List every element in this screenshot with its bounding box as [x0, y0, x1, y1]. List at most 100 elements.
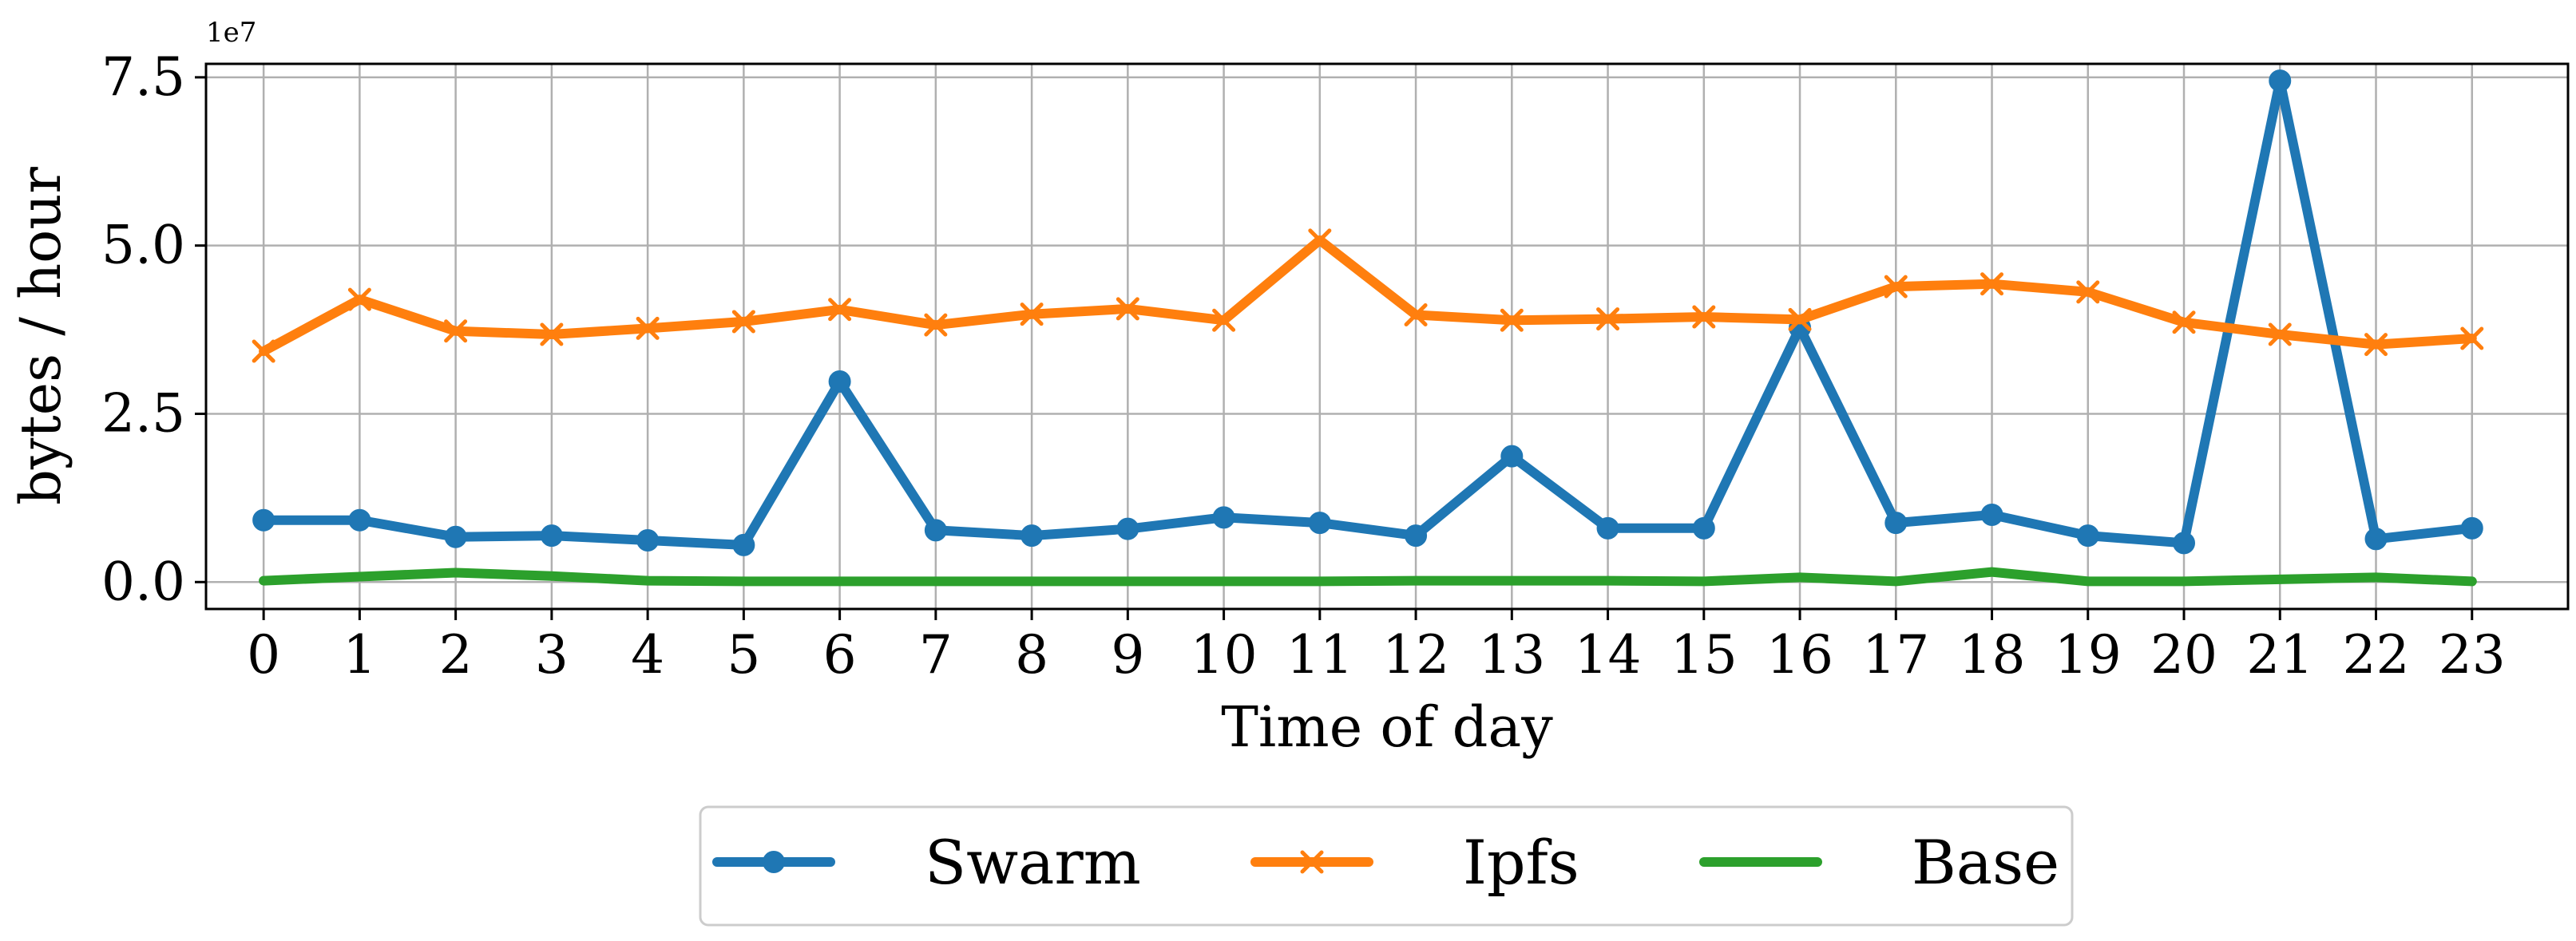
legend-label-ipfs: Ipfs [1463, 827, 1579, 898]
x-tick-label: 0 [247, 624, 280, 686]
x-tick-label: 21 [2246, 624, 2313, 686]
y-tick-label: 5.0 [101, 215, 185, 276]
legend-box [699, 805, 2074, 927]
x-tick-label: 11 [1286, 624, 1353, 686]
data-point-swarm [252, 508, 275, 532]
data-point-swarm [1884, 512, 1908, 535]
series-line-ipfs [259, 235, 2477, 357]
legend-items: Swarm Ipfs Base [712, 827, 2059, 898]
series-layer [252, 69, 2484, 587]
legend-marker-swarm [763, 851, 785, 873]
data-point-swarm [924, 519, 947, 542]
x-tick-label: 2 [439, 624, 473, 686]
x-tick-label: 12 [1382, 624, 1449, 686]
data-point-ipfs [636, 316, 660, 340]
legend-item-base: Base [1699, 827, 2059, 898]
legend-label-base: Base [1912, 827, 2059, 898]
legend-item-ipfs: Ipfs [1250, 827, 1579, 898]
data-point-swarm [1212, 506, 1235, 529]
data-point-ipfs [2364, 333, 2388, 357]
x-tick-label: 14 [1575, 624, 1642, 686]
data-point-ipfs-stroke [1980, 272, 2004, 296]
x-tick-label: 13 [1478, 624, 1545, 686]
x-tick-label: 10 [1191, 624, 1258, 686]
data-point-swarm [2460, 516, 2483, 540]
x-tick-label: 9 [1111, 624, 1144, 686]
data-point-ipfs-stroke [540, 322, 564, 346]
data-point-ipfs-stroke [731, 310, 755, 334]
data-point-swarm [1020, 524, 1044, 548]
x-tick-label: 15 [1670, 624, 1738, 686]
data-point-ipfs [1020, 302, 1044, 326]
data-point-ipfs-stroke [1116, 297, 1139, 321]
data-point-ipfs-stroke [1692, 305, 1716, 329]
data-point-ipfs [1596, 307, 1620, 331]
data-point-ipfs-stroke [2172, 310, 2196, 334]
data-point-ipfs-stroke [636, 316, 660, 340]
data-point-ipfs [731, 310, 755, 334]
legend: Swarm Ipfs Base [699, 805, 2074, 927]
y-axis-label: bytes / hour [8, 167, 73, 505]
x-tick-label: 17 [1862, 624, 1929, 686]
data-point-ipfs-stroke [1884, 275, 1908, 299]
data-point-ipfs [1884, 275, 1908, 299]
data-point-ipfs-stroke [924, 313, 948, 337]
x-axis-label: Time of day [1221, 694, 1553, 760]
x-tick-label: 22 [2343, 624, 2410, 686]
data-point-ipfs-stroke [1596, 307, 1620, 331]
data-point-ipfs [1404, 303, 1428, 327]
data-point-swarm [636, 528, 660, 552]
data-point-swarm [1500, 445, 1524, 468]
data-point-ipfs [1116, 297, 1139, 321]
data-point-swarm [828, 370, 851, 393]
data-point-ipfs-stroke [2364, 333, 2388, 357]
x-tick-label: 23 [2439, 624, 2506, 686]
data-point-ipfs [1308, 228, 1332, 252]
series-ipfs [252, 228, 2484, 363]
y-tick-label: 2.5 [101, 382, 185, 444]
data-point-swarm [2269, 69, 2292, 93]
legend-label-swarm: Swarm [925, 827, 1141, 898]
series-swarm [252, 69, 2483, 556]
data-point-ipfs-stroke [2268, 322, 2292, 346]
data-point-ipfs-stroke [1404, 303, 1428, 327]
data-point-ipfs [2172, 310, 2196, 334]
x-tick-label: 4 [631, 624, 664, 686]
data-point-swarm [540, 524, 563, 548]
data-point-ipfs-stroke [1212, 308, 1236, 332]
data-point-ipfs-stroke [828, 298, 852, 322]
data-point-ipfs-stroke [347, 287, 371, 311]
data-point-swarm [1405, 524, 1428, 548]
data-point-ipfs-stroke [1308, 228, 1332, 252]
data-point-ipfs [1788, 307, 1812, 331]
data-point-swarm [1596, 516, 1619, 540]
legend-marker-ipfs [1300, 850, 1324, 874]
data-point-swarm [2076, 524, 2099, 548]
x-tick-label: 7 [919, 624, 953, 686]
x-tick-label: 18 [1959, 624, 2026, 686]
data-point-ipfs-stroke [444, 319, 468, 343]
data-point-swarm [2173, 532, 2196, 555]
data-point-ipfs-stroke [2460, 326, 2484, 350]
data-point-ipfs [2076, 280, 2100, 304]
legend-item-swarm: Swarm [712, 827, 1141, 898]
data-point-ipfs-stroke [1500, 308, 1524, 332]
data-point-ipfs [2268, 322, 2292, 346]
data-point-ipfs [540, 322, 564, 346]
x-tick-label: 20 [2150, 624, 2217, 686]
data-point-swarm [1692, 516, 1715, 540]
data-point-ipfs-stroke [1788, 307, 1812, 331]
data-point-swarm [1980, 503, 2003, 526]
series-line-swarm [259, 76, 2477, 550]
x-tick-label: 16 [1766, 624, 1833, 686]
data-point-swarm [2364, 528, 2388, 551]
data-point-swarm [1308, 512, 1331, 535]
data-point-ipfs [924, 313, 948, 337]
data-point-ipfs [252, 339, 275, 363]
data-point-ipfs-stroke [252, 339, 275, 363]
data-point-ipfs [444, 319, 468, 343]
x-tick-label: 19 [2055, 624, 2122, 686]
data-point-ipfs-stroke [1020, 302, 1044, 326]
x-tick-label: 3 [535, 624, 569, 686]
